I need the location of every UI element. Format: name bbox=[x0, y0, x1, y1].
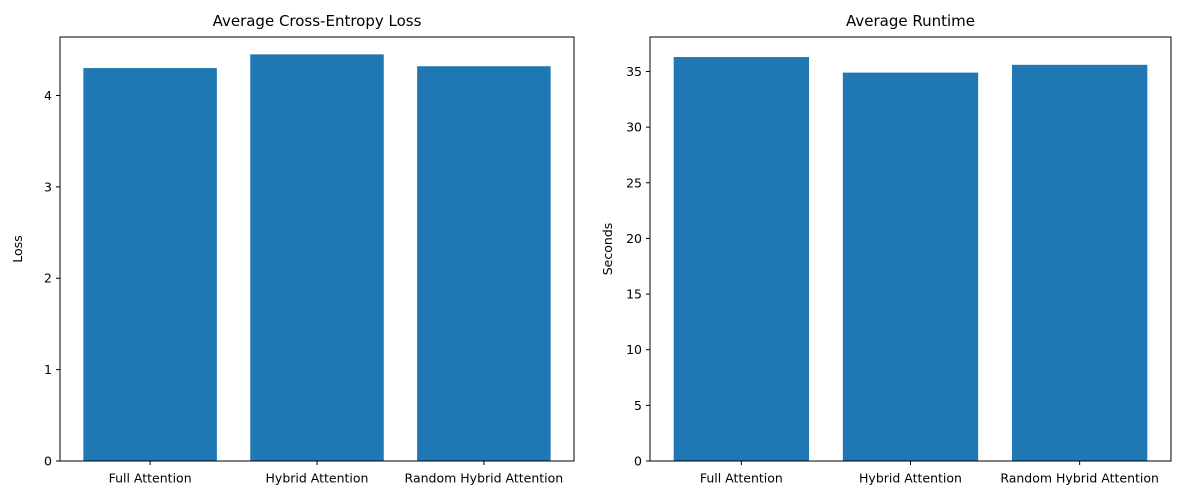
y-tick-label: 5 bbox=[634, 398, 642, 413]
bar-hybrid-attention bbox=[250, 54, 384, 462]
y-tick-label: 35 bbox=[626, 64, 642, 79]
bar-random-hybrid-attention bbox=[1011, 64, 1148, 461]
chart-title: Average Cross-Entropy Loss bbox=[213, 12, 422, 30]
y-tick-label: 0 bbox=[634, 454, 642, 469]
x-tick-label: Full Attention bbox=[109, 471, 192, 486]
y-tick-label: 4 bbox=[44, 88, 52, 103]
y-tick-label: 3 bbox=[44, 179, 52, 194]
y-axis-label: Loss bbox=[10, 235, 25, 262]
y-tick-label: 15 bbox=[626, 287, 642, 302]
bar-full-attention bbox=[673, 57, 810, 461]
x-tick-label: Full Attention bbox=[700, 471, 783, 486]
y-axis-label: Seconds bbox=[600, 223, 615, 276]
x-tick-label: Random Hybrid Attention bbox=[1000, 471, 1159, 486]
chart-title: Average Runtime bbox=[846, 12, 975, 30]
y-tick-label: 25 bbox=[626, 175, 642, 190]
y-tick-label: 20 bbox=[626, 231, 642, 246]
bar-random-hybrid-attention bbox=[417, 66, 551, 461]
chart-panel-1: 0 1 2 3 4 Full Attention Hybrid Attention Rando… bbox=[10, 12, 575, 486]
bar-full-attention bbox=[83, 68, 217, 461]
x-tick-label: Hybrid Attention bbox=[859, 471, 962, 486]
y-tick-label: 30 bbox=[626, 120, 642, 135]
y-tick-label: 2 bbox=[44, 271, 52, 286]
x-tick-label: Hybrid Attention bbox=[266, 471, 369, 486]
x-tick-label: Random Hybrid Attention bbox=[405, 471, 564, 486]
y-tick-label: 10 bbox=[626, 342, 642, 357]
y-tick-label: 0 bbox=[44, 454, 52, 469]
bar-hybrid-attention bbox=[842, 72, 979, 462]
y-tick-label: 1 bbox=[44, 362, 52, 377]
chart-panel-2: 0 5 10 15 20 25 30 35 Full Attention Hybrid Atten… bbox=[600, 12, 1172, 486]
